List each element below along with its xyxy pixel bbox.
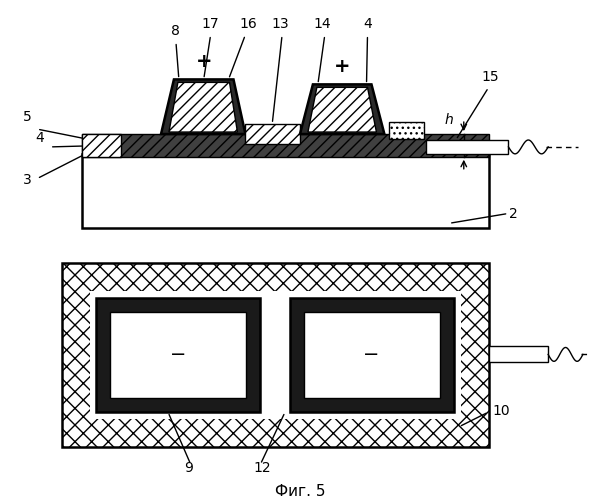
Text: 17: 17 — [202, 17, 219, 31]
Bar — [304, 312, 440, 398]
Bar — [389, 122, 424, 139]
Polygon shape — [300, 84, 385, 134]
Bar — [290, 298, 454, 412]
Polygon shape — [308, 88, 376, 132]
Text: 2: 2 — [509, 208, 518, 222]
Bar — [110, 312, 246, 398]
Text: 3: 3 — [23, 172, 31, 186]
Text: 15: 15 — [482, 70, 500, 85]
Bar — [246, 124, 300, 144]
Text: +: + — [195, 52, 212, 71]
Bar — [426, 140, 509, 154]
Text: 9: 9 — [184, 460, 193, 474]
Text: −: − — [170, 345, 186, 364]
Text: +: + — [334, 57, 350, 76]
Text: 13: 13 — [271, 17, 289, 31]
Text: 14: 14 — [313, 17, 331, 31]
Bar — [62, 263, 489, 446]
Bar — [89, 291, 461, 419]
Bar — [96, 298, 261, 412]
Text: $h$: $h$ — [444, 112, 454, 127]
Bar — [81, 134, 122, 157]
Polygon shape — [161, 80, 246, 134]
Bar — [489, 346, 548, 362]
Bar — [81, 154, 489, 228]
Text: −: − — [363, 345, 380, 364]
Text: 12: 12 — [253, 460, 271, 474]
Text: Фиг. 5: Фиг. 5 — [275, 484, 325, 499]
Polygon shape — [169, 82, 237, 132]
Text: 4: 4 — [35, 131, 44, 145]
Text: 8: 8 — [171, 24, 180, 38]
Text: 5: 5 — [23, 110, 31, 124]
Text: 10: 10 — [493, 404, 510, 418]
Bar — [81, 134, 489, 157]
Text: 16: 16 — [240, 17, 257, 31]
Text: 4: 4 — [363, 17, 372, 31]
